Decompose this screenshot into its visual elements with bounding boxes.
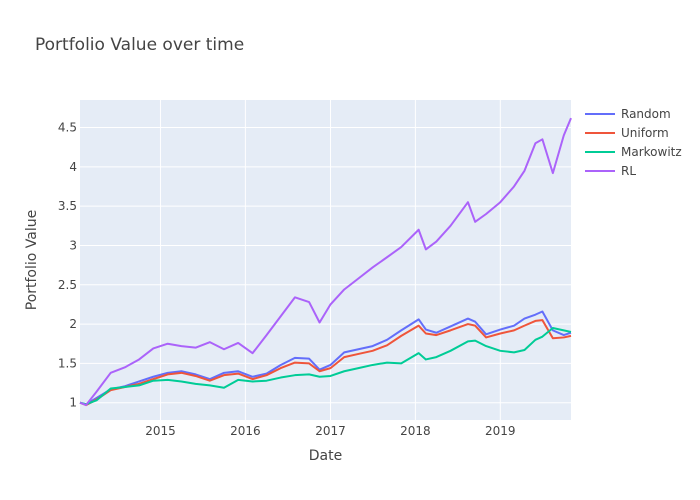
x-axis-title: Date: [309, 448, 342, 464]
series-lines: [79, 117, 572, 407]
y-tick-label: 3.5: [58, 199, 77, 213]
legend-label: Uniform: [621, 126, 669, 140]
y-axis-title: Portfolio Value: [24, 210, 40, 311]
x-tick-label: 2016: [230, 424, 261, 438]
x-tick-label: 2015: [145, 424, 176, 438]
legend-label: Markowitz: [621, 145, 682, 159]
series-line-uniform: [79, 319, 572, 407]
legend-item-rl[interactable]: RL: [585, 164, 636, 178]
x-tick-label: 2017: [315, 424, 346, 438]
legend-label: RL: [621, 164, 636, 178]
y-tick-label: 3: [69, 238, 77, 252]
y-tick-label: 1: [69, 396, 77, 410]
series-line-random: [79, 310, 572, 406]
legend-label: Random: [621, 107, 671, 121]
grid-lines: [80, 100, 571, 420]
y-tick-label: 2.5: [58, 278, 77, 292]
y-axis-ticks: 1 1.5 2 2.5 3 3.5 4 4.5: [58, 121, 77, 410]
series-line-rl: [79, 117, 572, 407]
legend[interactable]: Random Uniform Markowitz RL: [585, 107, 682, 178]
x-tick-label: 2019: [485, 424, 516, 438]
y-tick-label: 2: [69, 317, 77, 331]
x-tick-label: 2018: [400, 424, 431, 438]
y-tick-label: 1.5: [58, 356, 77, 370]
series-line-markowitz: [79, 327, 572, 406]
plot-area: [80, 100, 571, 420]
chart-title: Portfolio Value over time: [35, 35, 244, 55]
x-axis-ticks: 2015 2016 2017 2018 2019: [145, 424, 515, 438]
legend-item-uniform[interactable]: Uniform: [585, 126, 669, 140]
y-tick-label: 4: [69, 160, 77, 174]
legend-item-random[interactable]: Random: [585, 107, 671, 121]
y-tick-label: 4.5: [58, 121, 77, 135]
legend-item-markowitz[interactable]: Markowitz: [585, 145, 682, 159]
